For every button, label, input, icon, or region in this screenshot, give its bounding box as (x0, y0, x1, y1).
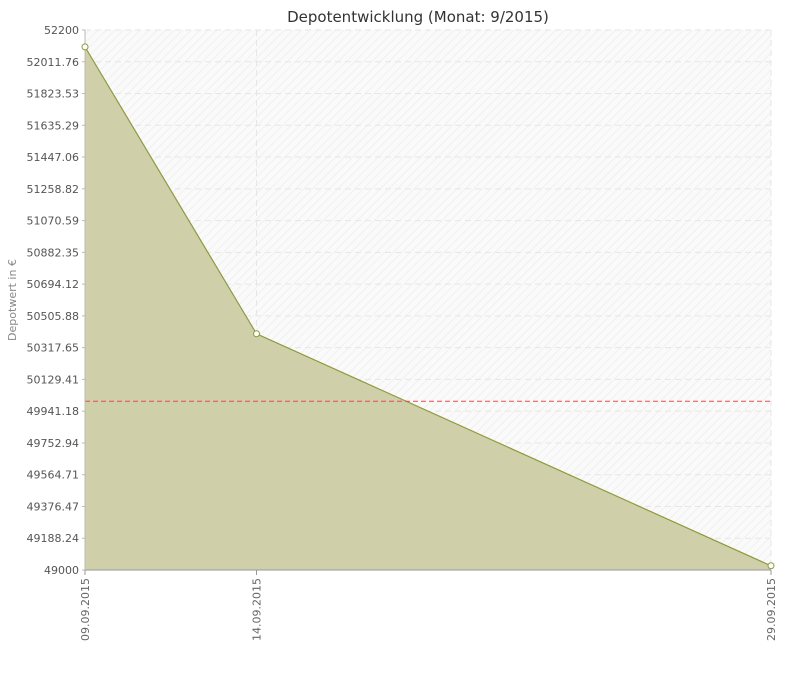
y-tick-label: 51447.06 (27, 151, 80, 164)
y-tick-label: 50882.35 (27, 246, 80, 259)
y-tick-label: 50317.65 (27, 342, 80, 355)
y-tick-label: 52200 (44, 24, 79, 37)
y-tick-label: 52011.76 (27, 56, 80, 69)
data-point[interactable] (767, 562, 775, 570)
y-tick-label: 50129.41 (27, 373, 80, 386)
x-tick-label: 09.09.2015 (79, 578, 92, 641)
y-tick-label: 50505.88 (27, 310, 80, 323)
y-tick-label: 49752.94 (27, 437, 80, 450)
y-tick-label: 49000 (44, 564, 79, 577)
x-tick-label: 29.09.2015 (765, 578, 778, 641)
area-fill (85, 46, 771, 570)
axes (84, 30, 771, 571)
y-tick-label: 49376.47 (27, 500, 80, 513)
data-points (81, 43, 775, 570)
y-tick-label: 51823.53 (27, 88, 80, 101)
y-axis-label: Depotwert in € (6, 259, 19, 341)
chart-title: Depotentwicklung (Monat: 9/2015) (287, 8, 549, 26)
y-tick-label: 51070.59 (27, 215, 80, 228)
x-tick-labels: 09.09.2015 14.09.2015 29.09.2015 (79, 570, 778, 641)
y-tick-label: 51258.82 (27, 183, 80, 196)
y-tick-label: 49564.71 (27, 469, 80, 482)
y-tick-label: 50694.12 (27, 278, 80, 291)
data-point[interactable] (253, 330, 260, 338)
y-tick-labels: 49000 49188.24 49376.47 49564.71 49752.94 499… (27, 24, 85, 577)
data-point[interactable] (81, 43, 89, 51)
y-tick-label: 51635.29 (27, 119, 80, 132)
x-tick-label: 14.09.2015 (251, 578, 264, 641)
y-tick-label: 49188.24 (27, 532, 80, 545)
y-tick-label: 49941.18 (27, 405, 80, 418)
